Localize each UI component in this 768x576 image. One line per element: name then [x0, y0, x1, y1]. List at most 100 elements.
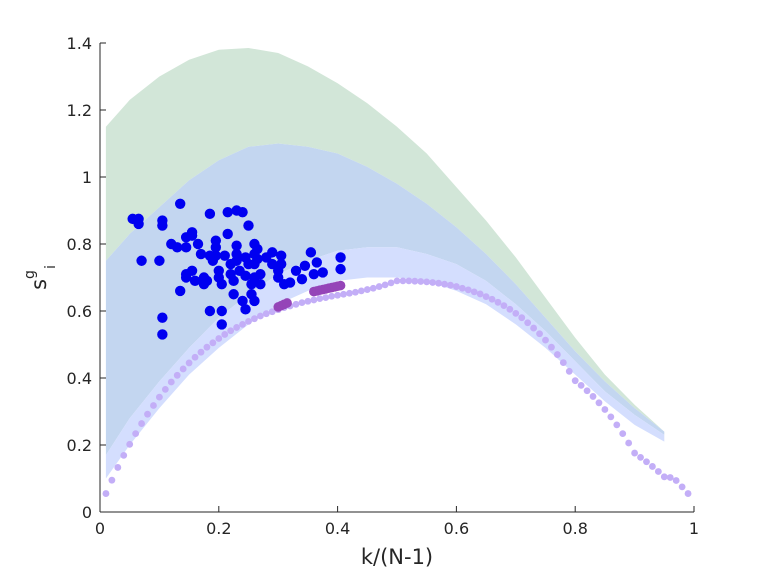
curve-dot	[488, 295, 496, 303]
curve-dot	[631, 449, 638, 457]
curve-dot	[245, 317, 252, 325]
curve-dot	[447, 281, 454, 289]
curve-dot	[518, 314, 526, 322]
y-axis-ticks: 0 0.2 0.4 0.6 0.8 1 1.2 1.4	[67, 34, 106, 522]
curve-dot	[209, 339, 217, 347]
curve-dot	[334, 291, 341, 299]
curve-dot	[375, 283, 383, 290]
curve-dot	[458, 284, 466, 292]
curve-dot	[393, 277, 401, 285]
data-point	[157, 312, 168, 323]
data-point	[308, 268, 320, 280]
curve-dot	[506, 305, 514, 313]
curve-dot	[352, 288, 359, 296]
data-point	[201, 275, 213, 287]
curve-dot	[649, 463, 656, 470]
data-point	[189, 275, 201, 287]
curve-dot	[316, 295, 324, 303]
y-axis-label-sup: g	[22, 270, 38, 279]
data-point	[231, 240, 242, 251]
curve-dot	[470, 288, 478, 296]
curve-dot	[429, 279, 437, 286]
data-point	[172, 242, 183, 253]
x-tick-label: 0	[95, 519, 105, 538]
data-point	[186, 265, 198, 276]
curve-dot	[530, 324, 538, 332]
curve-dot	[548, 343, 555, 351]
y-tick-label: 0.8	[67, 235, 92, 254]
data-point	[228, 275, 239, 287]
curve-dot	[197, 348, 205, 356]
curve-dot	[601, 406, 609, 413]
curve-dot	[310, 296, 318, 304]
y-tick-label: 1.4	[67, 34, 92, 53]
curve-dot-series	[102, 277, 692, 497]
curve-dot	[233, 324, 241, 331]
data-point	[290, 265, 302, 276]
y-tick-label: 0.2	[67, 436, 92, 455]
data-point	[255, 268, 266, 280]
curve-dot	[150, 402, 157, 409]
curve-dot	[500, 302, 508, 310]
curve-dot	[185, 359, 193, 367]
curve-dot	[666, 474, 674, 481]
curve-dot	[268, 308, 276, 316]
data-point	[275, 250, 287, 261]
data-point	[222, 228, 233, 240]
data-point	[216, 279, 227, 290]
curve-dot	[583, 387, 591, 395]
curve-dot	[453, 283, 460, 290]
curve-dot	[340, 290, 347, 298]
data-point	[204, 305, 216, 317]
highlight-dot	[335, 280, 346, 291]
x-tick-label: 0.2	[206, 519, 231, 538]
data-point	[335, 263, 346, 275]
data-point	[210, 250, 222, 261]
highlight-dot	[282, 298, 292, 308]
scatter-point-series	[127, 198, 346, 340]
data-point	[136, 255, 147, 266]
curve-dot	[161, 385, 169, 393]
curve-dot	[678, 483, 686, 491]
curve-dot	[637, 453, 644, 461]
x-tick-label: 1	[689, 519, 699, 538]
curve-dot	[191, 353, 199, 361]
x-tick-label: 0.6	[444, 519, 469, 538]
curve-dot	[441, 280, 448, 288]
curve-dot	[144, 410, 151, 418]
curve-dot	[381, 281, 389, 289]
curve-dot	[262, 310, 270, 318]
curve-dot	[559, 359, 567, 366]
data-point	[186, 230, 198, 241]
data-point	[195, 248, 207, 260]
curve-dot	[524, 319, 532, 327]
curve-dot	[577, 381, 585, 389]
curve-dot	[405, 277, 413, 285]
chart-bands	[105, 48, 665, 479]
data-point	[174, 198, 186, 209]
data-point	[216, 319, 227, 330]
curve-dot	[607, 413, 615, 421]
curve-dot	[684, 490, 692, 497]
data-point	[192, 238, 204, 250]
data-point	[219, 250, 230, 261]
curve-dot	[435, 279, 442, 287]
curve-dot	[494, 298, 502, 306]
data-point	[249, 295, 260, 307]
curve-dot	[595, 399, 603, 407]
curve-dot	[167, 378, 175, 386]
curve-dot	[114, 464, 122, 471]
y-tick-label: 0.6	[67, 302, 92, 321]
y-tick-label: 0	[82, 503, 92, 522]
curve-dot	[227, 327, 235, 335]
curve-dot	[357, 287, 365, 295]
data-point	[273, 272, 284, 283]
data-point	[154, 255, 165, 266]
data-point	[237, 295, 248, 307]
curve-dot	[298, 299, 306, 307]
data-point	[216, 305, 227, 317]
curve-dot	[120, 451, 128, 459]
curve-dot	[542, 336, 549, 344]
data-point	[228, 289, 239, 300]
